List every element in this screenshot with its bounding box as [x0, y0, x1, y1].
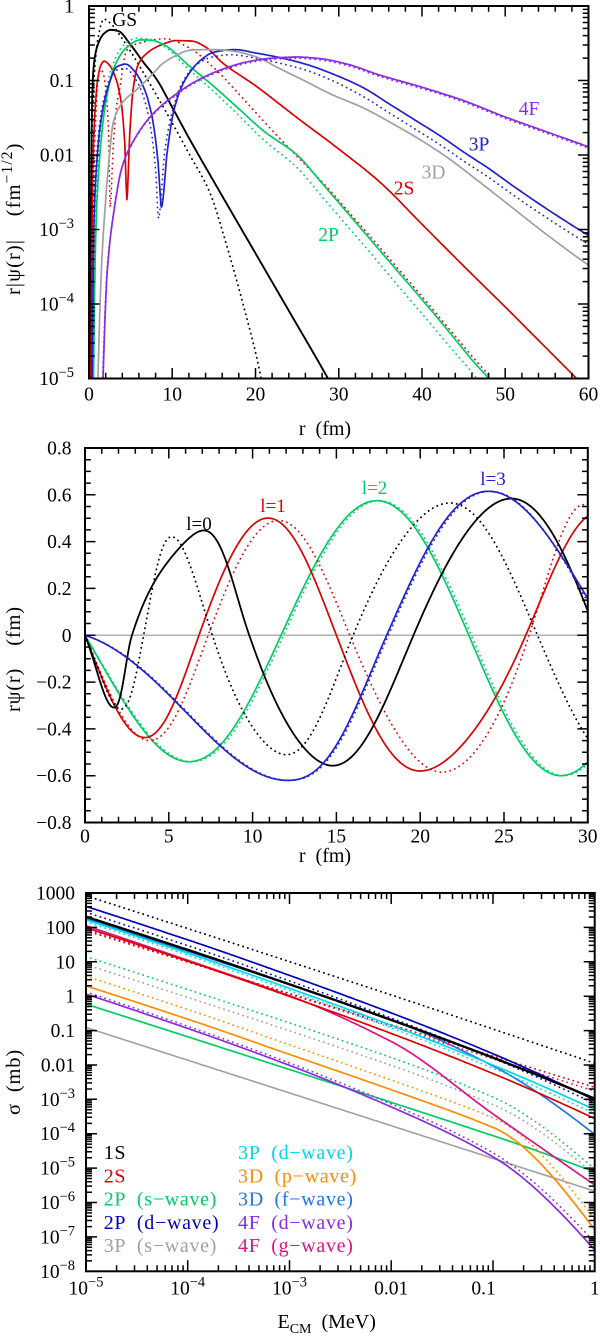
- svg-text:l=0: l=0: [186, 514, 212, 535]
- svg-text:10: 10: [243, 827, 263, 848]
- svg-text:−0.2: −0.2: [36, 673, 71, 694]
- svg-text:−0.8: −0.8: [36, 813, 71, 834]
- svg-text:0: 0: [80, 827, 90, 848]
- svg-text:20: 20: [246, 385, 266, 406]
- svg-text:0: 0: [62, 626, 72, 647]
- svg-text:10−4: 10−4: [40, 1120, 76, 1145]
- svg-text:3P (s−wave): 3P (s−wave): [104, 1235, 217, 1257]
- svg-text:10−4: 10−4: [170, 1275, 206, 1300]
- svg-text:3D (f−wave): 3D (f−wave): [238, 1189, 354, 1211]
- svg-text:3P: 3P: [469, 135, 490, 156]
- svg-text:20: 20: [410, 827, 430, 848]
- svg-text:0.1: 0.1: [51, 1021, 75, 1042]
- svg-text:0.01: 0.01: [41, 1056, 75, 1077]
- svg-text:0.8: 0.8: [47, 439, 71, 460]
- svg-text:r (fm): r (fm): [299, 418, 351, 440]
- svg-text:0.1: 0.1: [50, 71, 74, 92]
- svg-text:1: 1: [590, 1279, 600, 1300]
- svg-text:100: 100: [46, 918, 75, 939]
- svg-text:0.6: 0.6: [47, 485, 72, 506]
- svg-text:2P (s−wave): 2P (s−wave): [104, 1189, 217, 1211]
- svg-text:4F (g−wave): 4F (g−wave): [238, 1235, 354, 1257]
- svg-text:10−3: 10−3: [39, 216, 74, 241]
- svg-text:2P: 2P: [318, 225, 339, 246]
- svg-text:1: 1: [64, 0, 74, 18]
- svg-text:1000: 1000: [36, 884, 75, 905]
- svg-text:2S: 2S: [104, 1165, 127, 1187]
- svg-text:r (fm): r (fm): [299, 845, 351, 867]
- svg-text:40: 40: [412, 385, 432, 406]
- svg-text:0.01: 0.01: [374, 1279, 408, 1300]
- svg-text:2P (d−wave): 2P (d−wave): [104, 1212, 220, 1234]
- svg-text:10: 10: [56, 952, 76, 973]
- svg-text:2S: 2S: [394, 179, 415, 200]
- svg-text:5: 5: [164, 827, 174, 848]
- svg-text:4F (d−wave): 4F (d−wave): [238, 1212, 354, 1234]
- svg-text:l=3: l=3: [480, 469, 506, 490]
- svg-text:GS: GS: [112, 10, 137, 31]
- svg-text:50: 50: [495, 385, 515, 406]
- svg-text:−0.6: −0.6: [36, 766, 72, 787]
- svg-text:0.4: 0.4: [47, 532, 72, 553]
- svg-text:0.2: 0.2: [47, 579, 71, 600]
- svg-text:1S: 1S: [104, 1142, 127, 1164]
- svg-text:30: 30: [329, 385, 349, 406]
- svg-text:−0.4: −0.4: [36, 719, 72, 740]
- svg-text:0: 0: [84, 385, 94, 406]
- svg-text:30: 30: [578, 827, 598, 848]
- svg-text:60: 60: [579, 385, 599, 406]
- svg-text:3D (p−wave): 3D (p−wave): [238, 1165, 357, 1187]
- svg-text:3P (d−wave): 3P (d−wave): [238, 1142, 354, 1164]
- svg-text:1: 1: [65, 987, 75, 1008]
- svg-text:0.01: 0.01: [40, 146, 74, 167]
- svg-text:0.1: 0.1: [471, 1279, 495, 1300]
- svg-text:10: 10: [162, 385, 182, 406]
- svg-text:15: 15: [327, 827, 347, 848]
- svg-text:l=2: l=2: [362, 478, 388, 499]
- svg-text:3D: 3D: [422, 163, 446, 184]
- svg-text:l=1: l=1: [260, 496, 286, 517]
- svg-text:25: 25: [494, 827, 514, 848]
- svg-text:4F: 4F: [519, 99, 540, 120]
- svg-text:rψ(r) (fm): rψ(r) (fm): [3, 606, 25, 712]
- svg-text:ECM (MeV): ECM (MeV): [277, 1311, 375, 1336]
- svg-text:σ (mb): σ (mb): [3, 1049, 25, 1115]
